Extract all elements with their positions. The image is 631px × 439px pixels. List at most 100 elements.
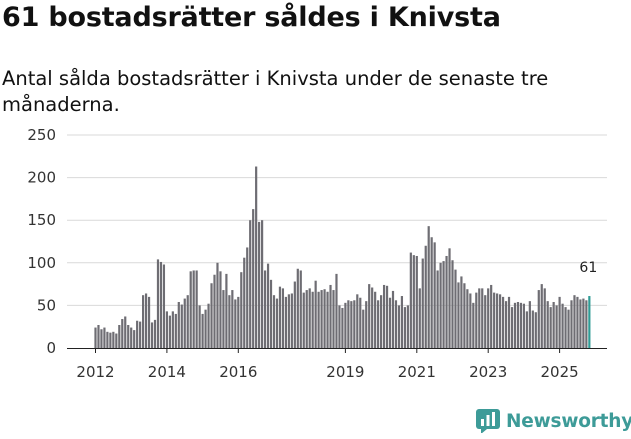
bar xyxy=(537,290,540,348)
x-tick-label: 2012 xyxy=(76,363,114,381)
bar xyxy=(344,302,347,348)
bar xyxy=(133,330,136,348)
bar xyxy=(252,209,255,348)
bar xyxy=(284,296,287,348)
y-tick-label: 100 xyxy=(27,254,56,272)
bar xyxy=(362,309,365,348)
y-tick-label: 200 xyxy=(27,169,56,187)
bar xyxy=(335,273,338,348)
bar xyxy=(347,300,350,348)
bar xyxy=(400,296,404,348)
bar xyxy=(165,311,168,348)
bar xyxy=(573,295,576,348)
bar xyxy=(94,327,97,348)
bar xyxy=(356,294,359,348)
bar xyxy=(490,284,493,348)
bar xyxy=(552,301,555,348)
bar xyxy=(454,269,457,348)
bar xyxy=(281,288,285,348)
bar xyxy=(121,319,124,348)
bar xyxy=(421,258,424,348)
bar xyxy=(531,310,534,348)
bar xyxy=(576,296,579,348)
bar xyxy=(549,307,552,348)
bar xyxy=(380,295,383,348)
brand-name: Newsworthy xyxy=(506,410,631,432)
bar xyxy=(525,311,528,348)
bar xyxy=(519,302,523,348)
bar xyxy=(540,284,543,348)
bar xyxy=(582,298,585,348)
bar xyxy=(510,307,514,348)
bar xyxy=(261,220,264,348)
bar xyxy=(415,255,418,348)
bar xyxy=(255,166,258,348)
x-tick-label: 2021 xyxy=(398,363,436,381)
bar xyxy=(177,301,180,348)
y-tick-label: 150 xyxy=(27,211,56,229)
bar xyxy=(249,220,252,348)
bar xyxy=(484,295,487,348)
bar xyxy=(448,248,451,348)
x-tick-label: 2023 xyxy=(469,363,507,381)
bar xyxy=(225,273,228,348)
bar xyxy=(507,296,511,348)
bar xyxy=(234,299,237,348)
bar xyxy=(424,245,427,348)
bar xyxy=(493,292,496,348)
bar xyxy=(183,298,186,348)
bar xyxy=(171,311,174,348)
bar xyxy=(501,296,505,348)
bar xyxy=(430,237,433,348)
bar xyxy=(305,290,308,348)
bar xyxy=(237,296,240,348)
bar xyxy=(287,294,290,348)
bar xyxy=(433,242,436,348)
bar xyxy=(359,297,362,348)
bar xyxy=(168,315,171,348)
bar xyxy=(186,295,189,348)
bar xyxy=(499,294,502,348)
bar xyxy=(391,290,395,348)
bar xyxy=(534,312,537,348)
bar xyxy=(504,301,508,348)
bar xyxy=(427,226,430,348)
chart-subtitle: Antal sålda bostadsrätter i Knivsta unde… xyxy=(2,67,549,116)
bar xyxy=(243,257,246,348)
bar xyxy=(219,271,222,348)
bar xyxy=(457,282,460,348)
bar xyxy=(350,301,353,348)
bar xyxy=(585,300,588,348)
annotations: 61 xyxy=(579,260,597,276)
bar xyxy=(189,271,192,348)
bar xyxy=(127,325,130,348)
bar xyxy=(365,301,368,348)
bar xyxy=(320,290,323,348)
bar xyxy=(374,291,377,348)
bar xyxy=(275,298,279,348)
bar xyxy=(240,272,243,348)
bar xyxy=(409,252,412,348)
bar xyxy=(546,301,549,348)
newsworthy-logo-icon xyxy=(476,409,500,433)
bar xyxy=(258,221,261,348)
y-axis-ticks: 0 50 100 150 200 250 xyxy=(27,126,56,357)
bar xyxy=(397,305,401,348)
bar xyxy=(174,313,177,348)
bar xyxy=(478,288,481,348)
bar xyxy=(564,307,567,348)
bar xyxy=(570,300,573,348)
brand-logo: Newsworthy xyxy=(476,409,631,433)
bar xyxy=(317,291,320,348)
bar xyxy=(231,290,234,348)
bar xyxy=(558,296,561,348)
bar xyxy=(377,300,380,348)
bar xyxy=(403,307,406,348)
bar xyxy=(147,296,151,348)
bar xyxy=(299,270,302,348)
bar xyxy=(118,325,121,348)
y-tick-label: 250 xyxy=(27,126,56,144)
bar xyxy=(142,295,145,348)
bars xyxy=(94,166,591,348)
